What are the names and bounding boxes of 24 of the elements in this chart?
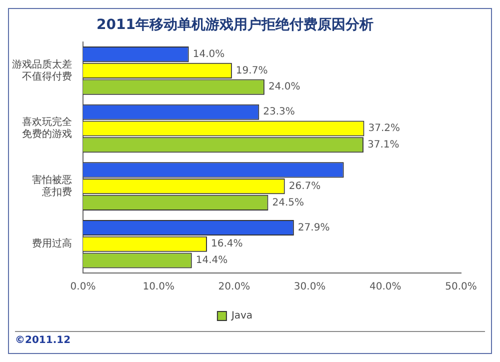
data-label: 14.0% — [192, 48, 225, 60]
data-label: 24.0% — [268, 82, 300, 93]
data-label: 16.4% — [210, 238, 243, 250]
x-tick-label: 20.0% — [218, 282, 250, 293]
x-tick-label: 0.0% — [70, 282, 96, 293]
text: ©2011.12 — [15, 335, 71, 346]
data-label: 26.7% — [288, 180, 321, 192]
data-label: 23.3% — [263, 106, 295, 118]
data-label: 24.5% — [272, 197, 304, 208]
data-label: 37.1% — [367, 139, 400, 150]
y-tick-label: 喜欢玩完全免费的游戏 — [22, 116, 72, 140]
data-label: 37.2% — [368, 123, 400, 134]
data-label: 14.4% — [196, 255, 228, 266]
data-label: 27.9% — [298, 222, 330, 234]
y-tick-label: 害怕被恶意扣费 — [32, 174, 72, 198]
chart-title: 2011年移动单机游戏用户拒绝付费原因分析 — [96, 16, 374, 34]
x-tick-label: 10.0% — [142, 282, 174, 293]
x-tick-label: 40.0% — [370, 282, 402, 293]
y-tick-label: 费用过高 — [32, 238, 72, 250]
x-tick-label: 30.0% — [294, 282, 326, 293]
data-label: 19.7% — [236, 65, 268, 76]
legend-label: Java — [230, 310, 253, 322]
y-tick-label: 游戏品质太差不值得付费 — [12, 58, 72, 82]
x-tick-label: 50.0% — [445, 282, 477, 293]
